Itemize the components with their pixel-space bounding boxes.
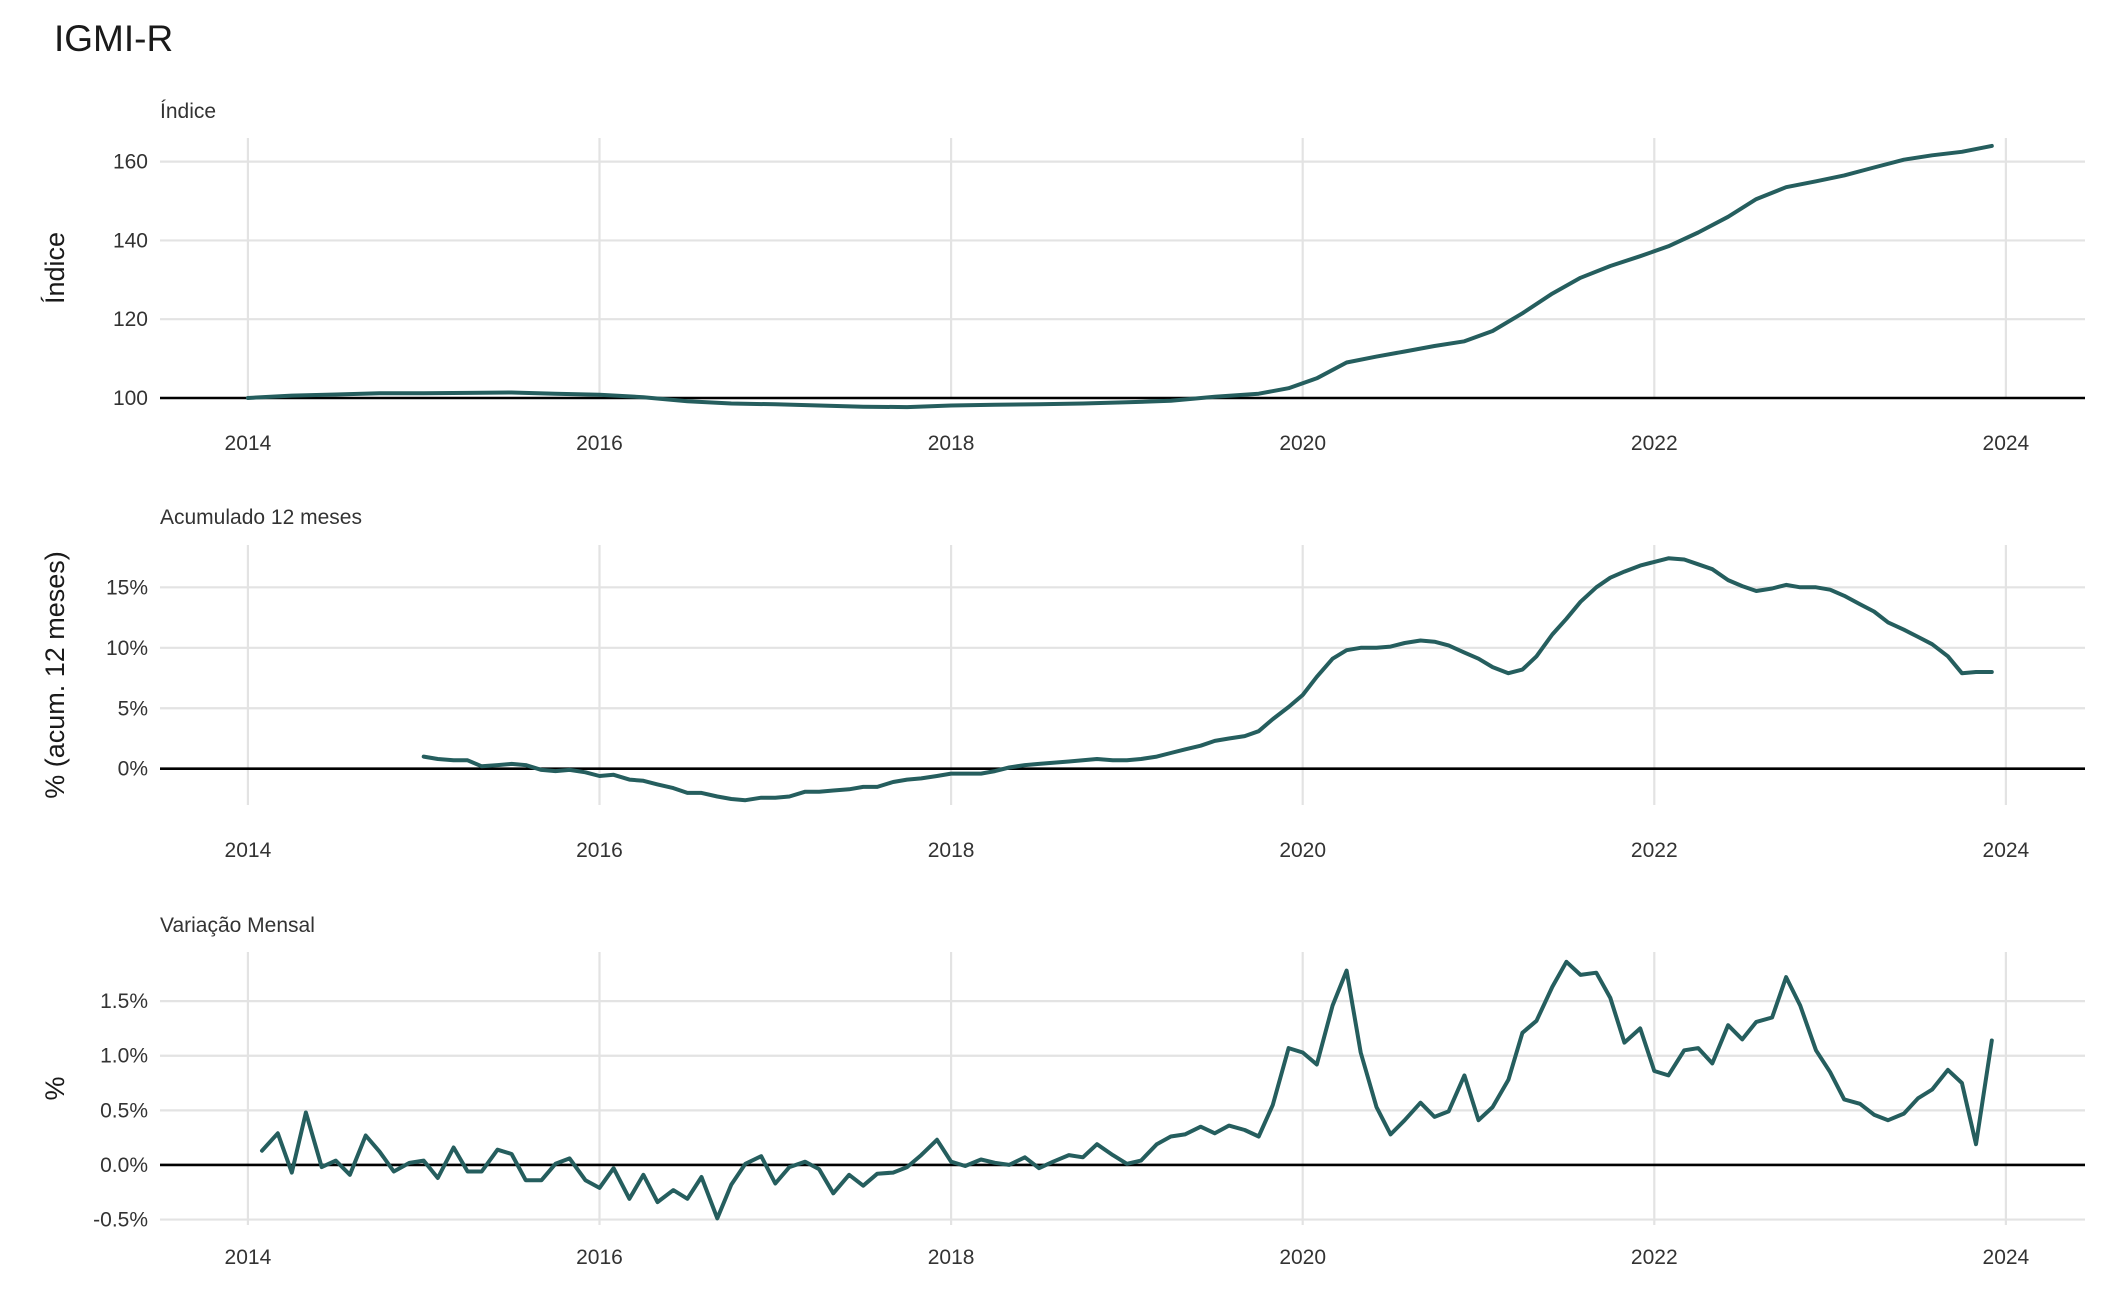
y-tick-label: 0.0%: [100, 1154, 148, 1177]
x-tick-label: 2020: [1279, 1246, 1326, 1269]
x-tick-label: 2022: [1631, 839, 1678, 862]
x-tick-label: 2016: [576, 1246, 623, 1269]
x-tick-label: 2024: [1983, 839, 2030, 862]
x-tick-label: 2018: [928, 432, 975, 455]
y-tick-label: 15%: [106, 576, 148, 599]
series-line: [260, 959, 1994, 1221]
y-tick-label: 1.5%: [100, 990, 148, 1013]
x-tick-label: 2024: [1983, 1246, 2030, 1269]
y-tick-label: 1.0%: [100, 1045, 148, 1068]
x-tick-label: 2020: [1279, 839, 1326, 862]
series-line: [245, 143, 1994, 410]
panel-3: 2014 2016 2018 2020 2022 2024 -0.5% 0.0% 0.5% 1.0…: [40, 914, 2085, 1269]
y-tick-label: -0.5%: [93, 1209, 148, 1232]
x-tick-label: 2014: [225, 839, 272, 862]
panel-subtitle: Índice: [160, 100, 216, 123]
y-tick-label: 160: [113, 151, 148, 174]
x-tick-label: 2018: [928, 1246, 975, 1269]
x-tick-label: 2018: [928, 839, 975, 862]
series-line: [421, 556, 1994, 803]
y-axis-title: % (acum. 12 meses): [40, 551, 70, 799]
y-tick-label: 10%: [106, 637, 148, 660]
x-tick-label: 2022: [1631, 432, 1678, 455]
y-tick-label: 0.5%: [100, 1099, 148, 1122]
y-axis-title: Índice: [40, 232, 70, 304]
x-tick-label: 2014: [225, 1246, 272, 1269]
x-tick-label: 2024: [1983, 432, 2030, 455]
panel-1: 2014 2016 2018 2020 2022 2024 100 120 140 160 Índi…: [40, 100, 2085, 455]
x-tick-label: 2014: [225, 432, 272, 455]
y-tick-label: 5%: [118, 697, 148, 720]
panel-subtitle: Acumulado 12 meses: [160, 506, 362, 529]
x-tick-label: 2020: [1279, 432, 1326, 455]
page-title: IGMI-R: [54, 18, 174, 59]
y-tick-label: 140: [113, 229, 148, 252]
x-tick-label: 2016: [576, 432, 623, 455]
panel-subtitle: Variação Mensal: [160, 914, 315, 937]
x-tick-label: 2022: [1631, 1246, 1678, 1269]
y-tick-label: 0%: [118, 758, 148, 781]
y-tick-label: 100: [113, 387, 148, 410]
y-tick-label: 120: [113, 308, 148, 331]
y-axis-title: %: [40, 1076, 70, 1100]
x-tick-label: 2016: [576, 839, 623, 862]
panel-2: 2014 2016 2018 2020 2022 2024 0% 5% 10% 15% Acumul…: [40, 506, 2085, 862]
